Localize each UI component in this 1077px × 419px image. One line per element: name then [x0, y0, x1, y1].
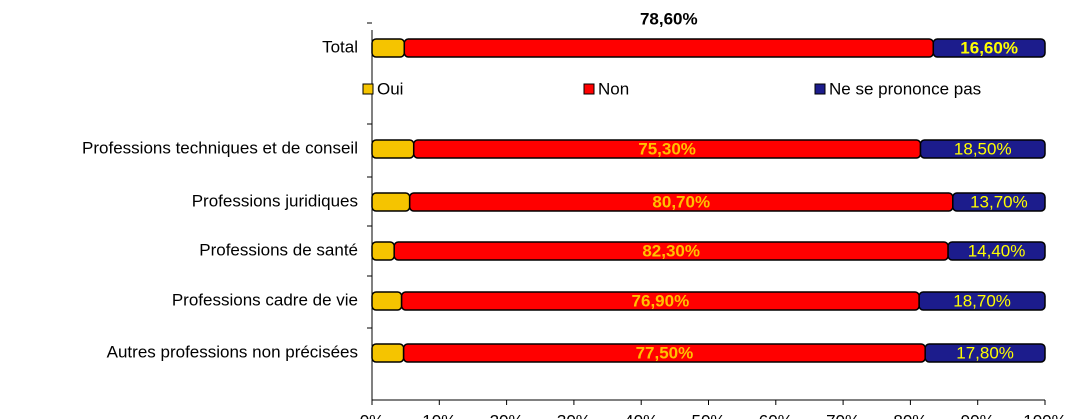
y-tick-label: Professions cadre de vie [172, 290, 358, 309]
data-label: 16,60% [960, 38, 1018, 57]
bar-segment [371, 343, 405, 363]
x-tick-label: 90% [961, 411, 995, 419]
bar-segment [952, 192, 1046, 212]
data-label: 18,50% [954, 139, 1012, 158]
y-tick-label: Autres professions non précisées [107, 342, 358, 361]
x-tick-label: 100% [1023, 411, 1066, 419]
x-tick-label: 20% [490, 411, 524, 419]
y-tick-label: Professions de santé [199, 240, 358, 259]
bar-segment [932, 38, 1046, 58]
data-label: 75,30% [638, 139, 696, 158]
bar-segment [403, 38, 935, 58]
bar-segment [371, 192, 411, 212]
x-tick-label: 60% [759, 411, 793, 419]
data-label: 13,70% [970, 192, 1028, 211]
data-label: 82,30% [642, 241, 700, 260]
bar-segment [918, 291, 1046, 311]
legend-label: Non [598, 79, 629, 98]
bar-segment [371, 139, 415, 159]
bar-segment [371, 241, 395, 261]
legend-swatch [362, 83, 374, 95]
data-label: 78,60% [640, 9, 698, 28]
y-tick-label: Professions techniques et de conseil [82, 138, 358, 157]
legend-swatch [814, 83, 826, 95]
x-tick-label: 70% [826, 411, 860, 419]
x-tick-label: 0% [360, 411, 385, 419]
x-tick-label: 30% [557, 411, 591, 419]
y-tick-label: Professions juridiques [192, 191, 358, 210]
x-tick-label: 80% [893, 411, 927, 419]
data-label: 17,80% [956, 343, 1014, 362]
x-tick-label: 50% [691, 411, 725, 419]
data-label: 80,70% [652, 192, 710, 211]
y-tick-label: Total [322, 37, 358, 56]
bar-segment [371, 291, 403, 311]
x-tick-label: 10% [422, 411, 456, 419]
data-label: 14,40% [968, 241, 1026, 260]
bar-segment [919, 139, 1046, 159]
data-label: 77,50% [636, 343, 694, 362]
legend-swatch [583, 83, 595, 95]
bar-segment [947, 241, 1046, 261]
bar-segment [371, 38, 406, 58]
legend-label: Oui [377, 79, 403, 98]
data-label: 76,90% [632, 291, 690, 310]
x-tick-label: 40% [624, 411, 658, 419]
data-label: 18,70% [953, 291, 1011, 310]
bar-segment [924, 343, 1046, 363]
legend-label: Ne se prononce pas [829, 79, 981, 98]
